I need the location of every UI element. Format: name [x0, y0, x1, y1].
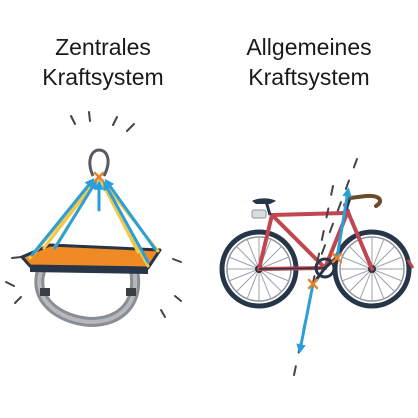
motion-lines-top: [70, 111, 135, 132]
handlebar: [348, 193, 383, 208]
saddle: [252, 198, 276, 204]
title-central-force-system: Zentrales Kraftsystem: [42, 34, 164, 90]
bicycle-illustration: [219, 158, 415, 381]
title-general-force-system: Allgemeines Kraftsystem: [246, 34, 372, 90]
hook: [88, 148, 110, 177]
force-arrow-down: [296, 282, 315, 354]
force-arrow-3: [103, 180, 150, 264]
swing-illustration: [5, 111, 182, 328]
force-arrow-up: [335, 187, 352, 260]
force-points: [307, 252, 343, 290]
rear-light: [251, 209, 267, 219]
central-force-arrows: [30, 178, 157, 264]
force-arrow-1: [30, 178, 95, 257]
force-arrow-2: [53, 179, 98, 250]
central-point-marker: [93, 171, 105, 183]
general-force-arrows: [296, 187, 352, 354]
force-arrow-4: [104, 178, 157, 251]
motion-lines-side: [5, 256, 182, 318]
